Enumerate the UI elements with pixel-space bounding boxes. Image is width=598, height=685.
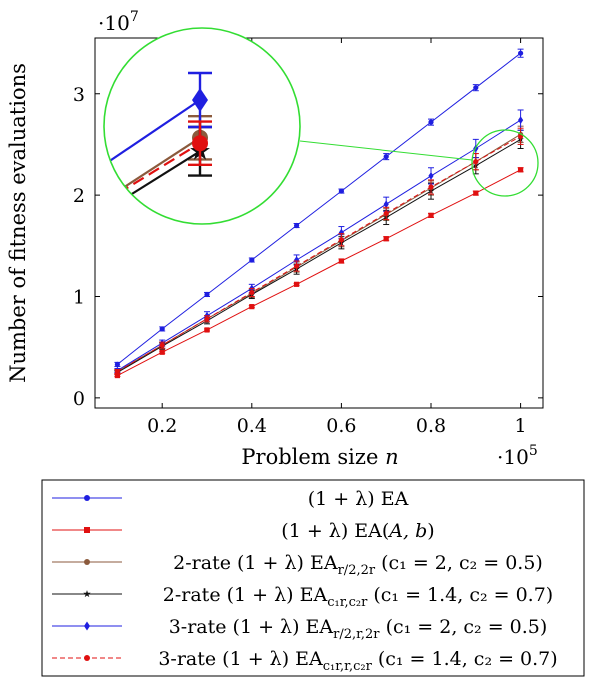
axis-ticks: 0.2 0.4 0.6 0.8 1 0 1 2 3 (73, 38, 543, 437)
series-0 (114, 48, 524, 368)
x-multiplier-label: ·105 (497, 443, 538, 469)
inset-series-line (0, 232, 200, 353)
data-point (114, 361, 120, 368)
data-point (204, 316, 210, 322)
legend-marker (84, 495, 90, 501)
inset-data-point (192, 224, 208, 240)
legend-item-1: (1 + λ) EA(A, b) (52, 520, 435, 542)
data-point (473, 190, 479, 196)
y-axis-label: Number of fitness evaluations (6, 63, 30, 383)
zoom-inset (0, 27, 301, 353)
series-line (117, 169, 521, 377)
data-point (159, 342, 165, 348)
inset-data-point (192, 88, 208, 112)
data-point (249, 289, 255, 296)
series-line (117, 135, 521, 372)
data-point (338, 258, 344, 264)
data-point (383, 200, 389, 209)
inset-series-line (104, 99, 201, 224)
zoom-connector-line (299, 140, 473, 161)
data-point (428, 212, 434, 218)
data-point (249, 304, 255, 310)
data-point (338, 228, 344, 237)
inset-data-point (192, 135, 208, 152)
x-tick-label: 0.8 (416, 415, 446, 437)
legend-marker (84, 655, 90, 661)
data-point (204, 327, 210, 333)
x-axis-label: Problem size n (241, 445, 398, 469)
legend-item-5: 3-rate (1 + λ) EAc₁r,r,c₂r (c₁ = 1.4, c₂… (52, 648, 558, 674)
data-point (473, 85, 479, 91)
inset-series-4 (104, 71, 212, 224)
series-line (117, 52, 521, 365)
series-line (117, 119, 521, 371)
legend: (1 + λ) EA (1 + λ) EA(A, b) 2-rate (1 + λ)… (52, 488, 558, 674)
legend-item-3: 2-rate (1 + λ) EAc₁r,c₂r (c₁ = 1.4, c₂ =… (52, 584, 553, 610)
x-tick-label: 0.2 (147, 415, 177, 437)
legend-marker (83, 590, 91, 598)
data-point (518, 167, 524, 173)
data-point (294, 256, 300, 264)
y-tick-label: 2 (73, 185, 85, 207)
legend-label: (1 + λ) EA (308, 488, 409, 510)
zoom-region-circle (471, 129, 539, 197)
data-point (518, 50, 524, 56)
legend-label: 2-rate (1 + λ) EAc₁r,c₂r (c₁ = 1.4, c₂ =… (163, 584, 553, 610)
x-tick-label: 0.6 (326, 415, 356, 437)
legend-label: (1 + λ) EA(A, b) (281, 520, 434, 542)
data-point (159, 326, 165, 332)
legend-marker (84, 527, 90, 533)
y-tick-label: 0 (73, 388, 85, 410)
data-series (114, 48, 524, 379)
series-5 (114, 127, 524, 375)
data-point (338, 188, 344, 194)
data-point (204, 291, 210, 298)
legend-marker (84, 559, 90, 565)
data-point (249, 257, 255, 263)
inset-series-5 (104, 120, 212, 224)
legend-item-2: 2-rate (1 + λ) EAr/2,2r (c₁ = 2, c₂ = 0.… (52, 552, 543, 578)
inset-series-line (104, 150, 201, 224)
plot-area-frame (94, 37, 544, 409)
data-point (383, 154, 389, 160)
data-point (428, 171, 434, 180)
data-point (383, 236, 389, 242)
data-point (159, 349, 165, 355)
data-point (294, 281, 300, 287)
legend-label: 3-rate (1 + λ) EAr/2,r,2r (c₁ = 2, c₂ = … (169, 616, 548, 642)
x-tick-label: 0.4 (237, 415, 267, 437)
legend-label: 3-rate (1 + λ) EAc₁r,r,c₂r (c₁ = 1.4, c₂… (158, 648, 557, 674)
data-point (294, 263, 300, 269)
legend-item-0: (1 + λ) EA (52, 488, 409, 510)
x-tick-label: 1 (515, 415, 527, 437)
y-tick-label: 1 (73, 286, 85, 308)
legend-box (41, 479, 585, 677)
series-line (117, 133, 521, 372)
data-point (428, 119, 434, 125)
legend-label: 2-rate (1 + λ) EAr/2,2r (c₁ = 2, c₂ = 0.… (173, 552, 543, 578)
data-point (518, 116, 524, 125)
data-point (428, 184, 434, 190)
y-multiplier-label: ·107 (98, 9, 139, 35)
inset-series-line (104, 136, 201, 224)
data-point (114, 368, 120, 375)
data-point (114, 372, 120, 379)
data-point (473, 159, 479, 165)
data-point (294, 222, 300, 229)
legend-item-4: 3-rate (1 + λ) EAr/2,r,2r (c₁ = 2, c₂ = … (52, 616, 547, 642)
y-tick-label: 3 (73, 84, 85, 106)
series-1 (114, 167, 524, 379)
legend-marker (84, 621, 90, 631)
data-point (383, 210, 389, 216)
series-line (117, 138, 521, 373)
data-point (338, 237, 344, 243)
